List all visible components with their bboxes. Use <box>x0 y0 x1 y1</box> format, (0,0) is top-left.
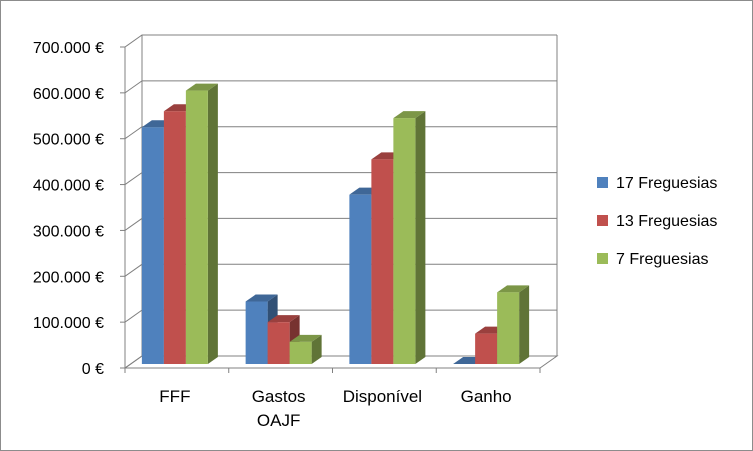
bar <box>393 111 426 364</box>
x-tick-label: FFF <box>159 387 190 406</box>
y-tick-label: 400.000 € <box>33 178 104 195</box>
legend: 17 Freguesias 13 Freguesias 7 Freguesias <box>597 175 717 268</box>
x-tick-label: Disponível <box>343 387 422 406</box>
legend-swatch <box>597 215 608 226</box>
bars <box>141 83 530 365</box>
y-tick-label: 500.000 € <box>33 132 104 149</box>
gridline <box>124 34 557 48</box>
bar <box>497 285 530 364</box>
x-tick-label: Ganho <box>461 387 512 406</box>
y-tick-labels: 0 € 100.000 € 200.000 € 300.000 € 400.000 € 5… <box>33 40 125 378</box>
y-tick-label: 700.000 € <box>33 40 104 57</box>
legend-swatch <box>597 253 608 264</box>
x-tick-label: OAJF <box>257 411 300 430</box>
x-tick-label: Gastos <box>252 387 306 406</box>
axes <box>124 47 541 373</box>
legend-label: 7 Freguesias <box>616 251 709 268</box>
legend-label: 13 Freguesias <box>616 213 717 230</box>
legend-item: 13 Freguesias <box>597 213 717 230</box>
side-wall <box>125 35 142 368</box>
chart-walls <box>123 35 559 369</box>
bar <box>185 83 218 365</box>
y-tick-label: 100.000 € <box>33 315 104 332</box>
legend-label: 17 Freguesias <box>616 175 717 192</box>
legend-item: 7 Freguesias <box>597 251 709 268</box>
legend-item: 17 Freguesias <box>597 175 717 192</box>
y-tick-label: 0 € <box>82 361 104 378</box>
x-tick-labels: FFF Gastos OAJF Disponível Ganho <box>159 387 511 430</box>
y-tick-label: 600.000 € <box>33 86 104 103</box>
legend-swatch <box>597 177 608 188</box>
y-tick-label: 300.000 € <box>33 223 104 240</box>
y-tick-label: 200.000 € <box>33 269 104 286</box>
bar <box>289 334 322 364</box>
